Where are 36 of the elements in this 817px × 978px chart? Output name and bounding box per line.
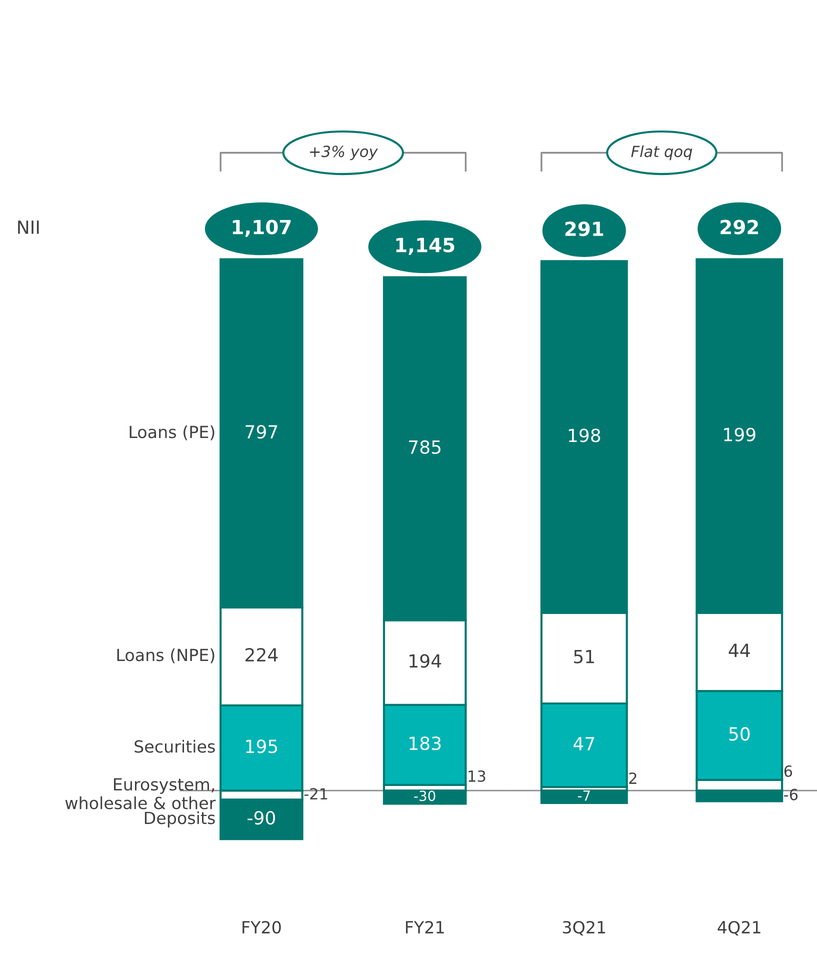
x-tick-label: FY20 [242, 920, 281, 934]
series-label: Securities [134, 740, 215, 753]
text: Flat qoq [631, 145, 692, 160]
data-label: -6 [784, 788, 798, 800]
data-label: -90 [248, 810, 275, 825]
data-label: 13 [468, 770, 486, 782]
series-label: Deposits [144, 811, 215, 828]
series-label: Loans (PE) [130, 425, 214, 440]
text: +3% yoy [310, 146, 378, 160]
data-label: 47 [574, 737, 594, 750]
data-label: 198 [568, 428, 600, 442]
data-label: 224 [246, 648, 278, 662]
series-label: Eurosystem, wholesale & other [65, 778, 216, 810]
total-label: 292 [720, 220, 758, 234]
total-label: 1,145 [396, 238, 454, 255]
data-label: -7 [578, 790, 590, 801]
data-label: 6 [784, 765, 792, 777]
data-label: 195 [246, 740, 278, 754]
series-label: Loans (NPE) [117, 648, 214, 664]
data-label: -21 [304, 788, 328, 800]
data-label: 50 [729, 727, 750, 741]
total-label: 291 [565, 222, 604, 236]
data-label: 199 [724, 428, 756, 442]
y-axis-title: NII [18, 220, 39, 234]
data-label: 2 [629, 772, 636, 784]
x-tick-label: 3Q21 [562, 920, 606, 936]
data-label: 797 [246, 425, 278, 439]
data-label: 194 [410, 654, 442, 668]
x-tick-label: 4Q21 [718, 920, 760, 936]
x-tick-label: FY21 [406, 920, 444, 934]
data-label: 51 [574, 650, 594, 664]
data-label: 44 [728, 644, 750, 657]
data-label: 785 [409, 440, 440, 454]
data-label: 183 [410, 736, 441, 750]
total-label: 1,107 [232, 220, 291, 237]
data-label: -30 [414, 790, 436, 802]
